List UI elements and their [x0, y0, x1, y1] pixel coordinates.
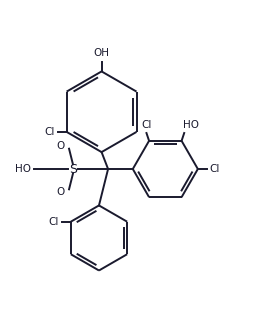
Text: OH: OH — [94, 48, 110, 58]
Text: O: O — [56, 187, 64, 197]
Text: O: O — [56, 141, 64, 151]
Text: Cl: Cl — [49, 217, 59, 227]
Text: Cl: Cl — [210, 164, 220, 174]
Text: HO: HO — [183, 120, 199, 130]
Text: Cl: Cl — [141, 120, 152, 130]
Text: HO: HO — [15, 164, 31, 174]
Text: S: S — [69, 162, 77, 176]
Text: Cl: Cl — [44, 127, 55, 137]
